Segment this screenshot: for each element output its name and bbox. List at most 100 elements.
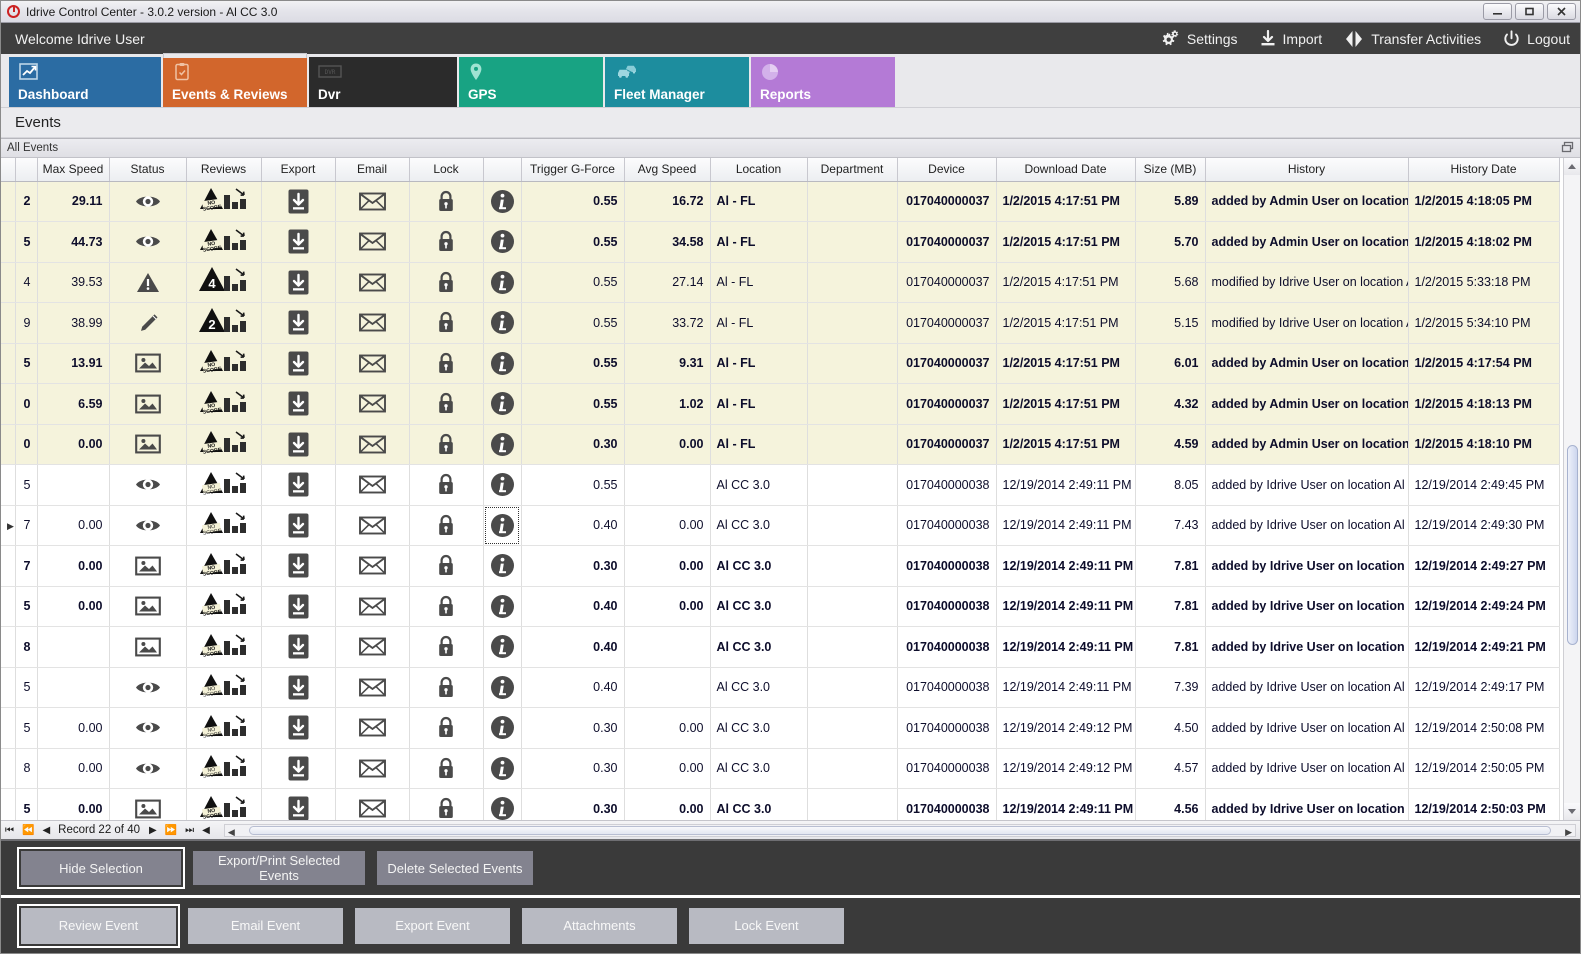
table-row[interactable]: 5 NO SCORE	[1, 667, 1560, 708]
cell-export[interactable]	[261, 343, 336, 384]
cell-size-mb[interactable]: 7.43	[1135, 505, 1206, 546]
first-record-button[interactable]: ⏮	[5, 824, 14, 836]
cell-status[interactable]	[109, 302, 187, 344]
lock-icon[interactable]	[437, 716, 455, 739]
envelope-icon[interactable]	[358, 475, 386, 494]
cell-history[interactable]: modified by Idrive User on location Al C…	[1205, 302, 1409, 344]
cell-lock[interactable]	[409, 464, 484, 506]
cell-history[interactable]: added by Idrive User on location ...	[1205, 545, 1409, 587]
col-lock[interactable]: Lock	[409, 158, 484, 182]
col-history[interactable]: History	[1205, 158, 1409, 182]
cell-history-date[interactable]: 12/19/2014 2:49:45 PM	[1408, 464, 1560, 506]
cell-export[interactable]	[261, 748, 336, 789]
cell-max-speed[interactable]: 39.53	[37, 262, 110, 303]
cell-status[interactable]	[109, 707, 187, 749]
cell-status[interactable]	[109, 545, 187, 587]
cell-email[interactable]	[335, 748, 410, 789]
cell-avg-speed[interactable]: 0.00	[624, 545, 711, 587]
cell-reviews[interactable]: NO SCORE	[186, 424, 262, 465]
cell-info[interactable]	[483, 505, 522, 546]
cell-history-date[interactable]: 12/19/2014 2:50:08 PM	[1408, 707, 1560, 749]
cell-download-date[interactable]: 1/2/2015 4:17:51 PM	[996, 181, 1136, 222]
lock-icon[interactable]	[437, 392, 455, 415]
no-score-icon[interactable]: NO SCORE	[199, 794, 249, 820]
cell-reviews[interactable]: NO SCORE	[186, 748, 262, 789]
col-status[interactable]: Status	[109, 158, 187, 182]
download-icon[interactable]	[288, 756, 309, 781]
no-score-icon[interactable]: NO SCORE	[199, 470, 249, 500]
cell-history[interactable]: added by Admin User on location ...	[1205, 343, 1409, 384]
cell-email[interactable]	[335, 181, 410, 222]
cell-department[interactable]	[807, 464, 898, 506]
lock-icon[interactable]	[437, 230, 455, 253]
logout-button[interactable]: Logout	[1503, 29, 1570, 48]
cell-reviews[interactable]: 4	[186, 262, 262, 303]
row-selector[interactable]	[1, 667, 16, 708]
info-icon[interactable]	[490, 189, 515, 214]
cell-download-date[interactable]: 12/19/2014 2:49:11 PM	[996, 464, 1136, 506]
info-icon[interactable]	[490, 634, 515, 659]
cell-trigger-gforce[interactable]: 0.55	[521, 262, 625, 303]
cell-reviews[interactable]: NO SCORE	[186, 221, 262, 263]
eye-icon[interactable]	[135, 517, 161, 534]
cell-export[interactable]	[261, 545, 336, 587]
cell-history[interactable]: added by Idrive User on location Al CC .…	[1205, 667, 1409, 708]
cell-lock[interactable]	[409, 788, 484, 820]
table-row[interactable]: 5 44.73 NO SCORE	[1, 221, 1560, 263]
lock-icon[interactable]	[437, 554, 455, 577]
next-record-button[interactable]: ▶	[149, 824, 157, 836]
cell-reviews[interactable]: NO SCORE	[186, 586, 262, 627]
cell-status[interactable]	[109, 626, 187, 668]
tab-gps[interactable]: GPS	[459, 57, 603, 107]
envelope-icon[interactable]	[358, 232, 386, 251]
row-selector[interactable]	[1, 464, 16, 506]
download-icon[interactable]	[288, 189, 309, 214]
cell-history-date[interactable]: 1/2/2015 4:18:10 PM	[1408, 424, 1560, 465]
lock-icon[interactable]	[437, 473, 455, 496]
cell-max-speed[interactable]: 0.00	[37, 505, 110, 546]
cell-location[interactable]: Al CC 3.0	[710, 788, 808, 820]
cell-avg-speed[interactable]	[624, 464, 711, 506]
cell-history-date[interactable]: 12/19/2014 2:49:27 PM	[1408, 545, 1560, 587]
cell-max-speed[interactable]: 29.11	[37, 181, 110, 222]
row-selector[interactable]	[1, 586, 16, 627]
cell-department[interactable]	[807, 667, 898, 708]
cell-max-speed[interactable]: 38.99	[37, 302, 110, 344]
cell-device[interactable]: 017040000038	[897, 707, 997, 749]
score-4-icon[interactable]: 4	[198, 266, 249, 298]
cell-export[interactable]	[261, 181, 336, 222]
cell-trigger-gforce[interactable]: 0.30	[521, 545, 625, 587]
cell-history[interactable]: added by Admin User on location ...	[1205, 221, 1409, 263]
cell-size-mb[interactable]: 8.05	[1135, 464, 1206, 506]
cell-download-date[interactable]: 12/19/2014 2:49:12 PM	[996, 707, 1136, 749]
col-max-speed[interactable]: Max Speed	[37, 158, 110, 182]
cell-max-speed[interactable]	[37, 626, 110, 668]
col-info[interactable]	[483, 158, 522, 182]
cell-history[interactable]: added by Idrive User on location Al CC .…	[1205, 707, 1409, 749]
cell-location[interactable]: Al - FL	[710, 221, 808, 263]
cell-department[interactable]	[807, 505, 898, 546]
table-row[interactable]: 5 0.00 NO SCORE	[1, 788, 1560, 820]
cell-export[interactable]	[261, 262, 336, 303]
cell-trigger-gforce[interactable]: 0.40	[521, 626, 625, 668]
info-icon[interactable]	[490, 432, 515, 457]
cell-trigger-gforce[interactable]: 0.55	[521, 221, 625, 263]
cell-history-date[interactable]: 1/2/2015 4:18:02 PM	[1408, 221, 1560, 263]
cell-history[interactable]: added by Idrive User on location Al CC .…	[1205, 748, 1409, 789]
envelope-icon[interactable]	[358, 799, 386, 818]
cell-email[interactable]	[335, 343, 410, 384]
cell-max-speed[interactable]: 0.00	[37, 424, 110, 465]
cell-device[interactable]: 017040000037	[897, 221, 997, 263]
download-icon[interactable]	[288, 472, 309, 497]
table-row[interactable]: ▶ 7 0.00 NO SCORE	[1, 505, 1560, 546]
cell-status[interactable]	[109, 667, 187, 708]
cell-history-date[interactable]: 1/2/2015 4:17:54 PM	[1408, 343, 1560, 384]
cell-size-mb[interactable]: 7.81	[1135, 626, 1206, 668]
col-email[interactable]: Email	[335, 158, 410, 182]
cell-location[interactable]: Al CC 3.0	[710, 586, 808, 627]
info-icon[interactable]	[490, 553, 515, 578]
cell-device[interactable]: 017040000038	[897, 545, 997, 587]
cell-info[interactable]	[483, 707, 522, 749]
envelope-icon[interactable]	[358, 759, 386, 778]
cell-avg-speed[interactable]: 0.00	[624, 424, 711, 465]
